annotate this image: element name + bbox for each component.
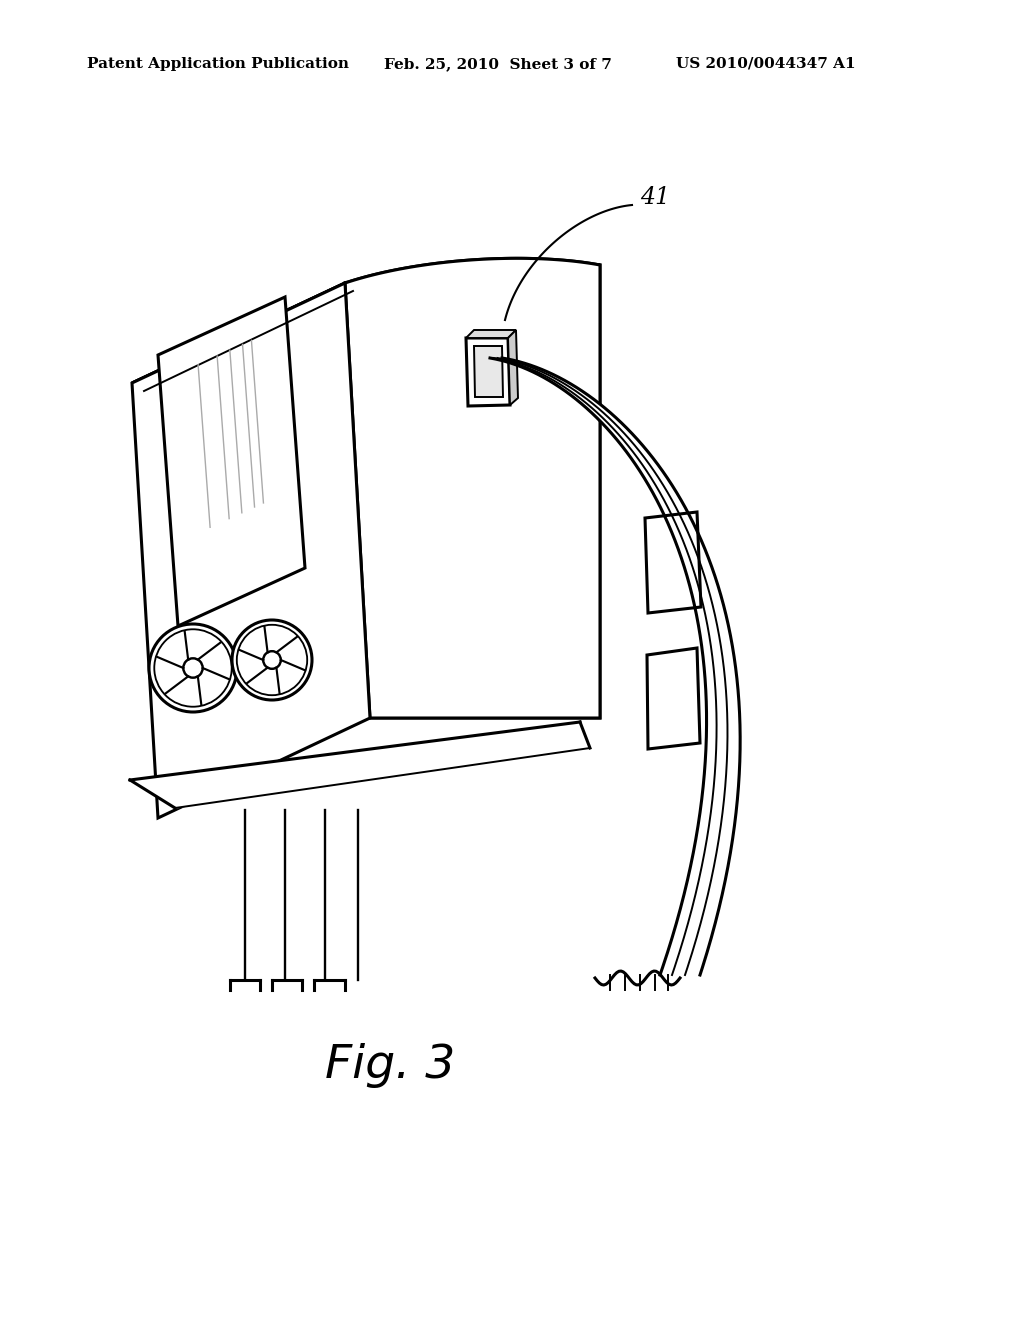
Circle shape — [263, 651, 281, 669]
Polygon shape — [466, 330, 516, 338]
Polygon shape — [158, 297, 305, 626]
Polygon shape — [508, 330, 518, 405]
Polygon shape — [132, 282, 370, 818]
Circle shape — [232, 620, 312, 700]
Polygon shape — [474, 346, 503, 397]
Polygon shape — [345, 265, 600, 718]
Polygon shape — [645, 512, 701, 612]
Text: US 2010/0044347 A1: US 2010/0044347 A1 — [676, 57, 855, 71]
Text: Patent Application Publication: Patent Application Publication — [87, 57, 349, 71]
Polygon shape — [647, 648, 700, 748]
Polygon shape — [345, 259, 600, 718]
Circle shape — [183, 659, 203, 677]
Polygon shape — [132, 259, 600, 383]
Text: Fig. 3: Fig. 3 — [325, 1043, 456, 1088]
Text: Feb. 25, 2010  Sheet 3 of 7: Feb. 25, 2010 Sheet 3 of 7 — [384, 57, 612, 71]
Text: 41: 41 — [640, 186, 670, 210]
Circle shape — [150, 624, 237, 711]
Polygon shape — [130, 722, 590, 808]
Polygon shape — [466, 338, 510, 407]
Polygon shape — [490, 358, 740, 975]
Polygon shape — [132, 265, 600, 383]
